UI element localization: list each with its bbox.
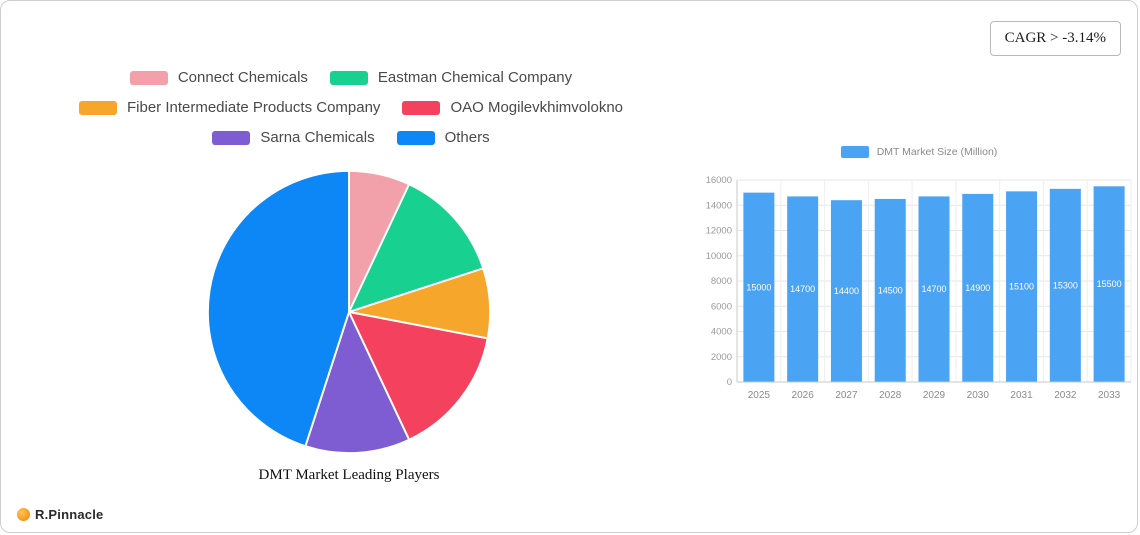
- y-axis-tick-label: 10000: [706, 251, 732, 262]
- legend-swatch: [329, 70, 368, 85]
- legend-item[interactable]: Fiber Intermediate Products Company: [78, 99, 381, 116]
- legend-item[interactable]: Connect Chemicals: [129, 69, 308, 86]
- pie-slice[interactable]: [304, 311, 411, 455]
- x-axis-tick-label: 2030: [967, 390, 990, 401]
- bar-legend-label: DMT Market Size (Million): [876, 146, 998, 158]
- bar[interactable]: [1049, 188, 1081, 382]
- pie-chart: [203, 166, 495, 458]
- y-axis-tick-label: 16000: [706, 175, 732, 186]
- bar-value-label: 14700: [790, 284, 815, 294]
- legend-label: Others: [444, 129, 490, 146]
- bar[interactable]: [743, 192, 775, 382]
- y-axis-tick-label: 0: [727, 377, 732, 388]
- legend-label: Fiber Intermediate Products Company: [126, 99, 381, 116]
- bar-value-label: 14400: [834, 286, 859, 296]
- bar[interactable]: [1093, 186, 1125, 382]
- pie-legend: Connect Chemicals Eastman Chemical Compan…: [31, 69, 671, 146]
- bar-value-label: 14700: [921, 284, 946, 294]
- bar-legend-swatch: [840, 146, 869, 158]
- legend-swatch: [129, 70, 168, 85]
- legend-swatch: [212, 130, 251, 145]
- legend-item[interactable]: Others: [396, 129, 490, 146]
- y-axis-tick-label: 6000: [711, 301, 732, 312]
- bar-chart: DMT Market Size (Million) 15000 14700 1440…: [699, 144, 1137, 414]
- legend-label: OAO Mogilevkhimvolokno: [450, 99, 624, 116]
- bar-value-label: 15500: [1097, 279, 1122, 289]
- legend-label: Connect Chemicals: [177, 69, 308, 86]
- pie-chart-title: DMT Market Leading Players: [258, 467, 440, 483]
- bar[interactable]: [918, 196, 950, 382]
- legend-label: Eastman Chemical Company: [377, 69, 573, 86]
- bar[interactable]: [787, 196, 819, 382]
- x-axis-tick-label: 2025: [748, 390, 771, 401]
- bar-value-label: 15100: [1009, 282, 1034, 292]
- y-axis-tick-label: 8000: [711, 276, 732, 287]
- legend-swatch: [78, 100, 117, 115]
- bar-chart-svg: 15000 14700 14400 14500 14700 14900 15100 15300…: [706, 175, 1132, 401]
- legend-item[interactable]: OAO Mogilevkhimvolokno: [402, 99, 623, 116]
- bar[interactable]: [874, 198, 906, 382]
- pie-slice[interactable]: [348, 311, 489, 441]
- x-axis-tick-label: 2033: [1098, 390, 1121, 401]
- bar-value-label: 15000: [746, 282, 771, 292]
- legend-item[interactable]: Sarna Chemicals: [212, 129, 375, 146]
- legend-label: Sarna Chemicals: [260, 129, 375, 146]
- x-axis-tick-label: 2032: [1054, 390, 1077, 401]
- brand-logo-text: R.Pinnacle: [35, 507, 104, 522]
- pie-chart-svg: [206, 169, 492, 455]
- y-axis-tick-label: 14000: [706, 200, 732, 211]
- bar-value-label: 14500: [878, 285, 903, 295]
- brand-logo-icon: [17, 508, 30, 521]
- x-axis-tick-label: 2026: [792, 390, 815, 401]
- legend-swatch: [396, 130, 435, 145]
- bar-value-label: 15300: [1053, 280, 1078, 290]
- brand-logo: R.Pinnacle: [17, 507, 103, 522]
- bar-legend[interactable]: DMT Market Size (Million): [699, 146, 1137, 158]
- bar[interactable]: [1006, 191, 1038, 382]
- y-axis-tick-label: 2000: [711, 352, 732, 363]
- x-axis-tick-label: 2027: [835, 390, 858, 401]
- x-axis-tick-label: 2028: [879, 390, 902, 401]
- legend-item[interactable]: Eastman Chemical Company: [329, 69, 573, 86]
- cagr-badge: CAGR > -3.14%: [989, 21, 1121, 56]
- y-axis-tick-label: 12000: [706, 226, 732, 237]
- pie-slice[interactable]: [348, 183, 485, 313]
- y-axis-tick-label: 4000: [711, 327, 732, 338]
- bar[interactable]: [962, 193, 994, 382]
- x-axis-tick-label: 2031: [1010, 390, 1033, 401]
- x-axis-tick-label: 2029: [923, 390, 946, 401]
- legend-swatch: [402, 100, 441, 115]
- pie-slice[interactable]: [206, 169, 350, 448]
- bar[interactable]: [830, 200, 862, 382]
- bar-value-label: 14900: [965, 283, 990, 293]
